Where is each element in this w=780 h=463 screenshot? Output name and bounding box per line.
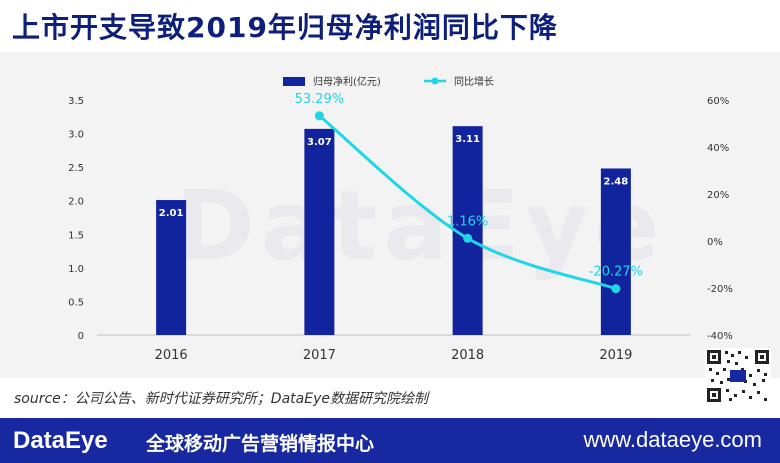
bars: 2.01 3.07 3.11 2.48 [156,126,631,335]
bar [304,128,335,335]
y-right-tick-label: -20% [707,284,733,295]
growth-point [611,284,621,294]
growth-line: 53.29% 1.16% -20.27% [295,92,643,294]
y-left-tick-label: 1.5 [68,230,84,241]
y-right-tick-label: 20% [707,190,729,201]
y-right-tick-label: 60% [707,96,729,107]
growth-data-label: -20.27% [589,265,643,280]
growth-point [463,233,473,243]
y-left-tick-label: 0.5 [68,297,84,308]
footer-url-link[interactable]: www.dataeye.com [583,427,762,452]
y-right-tick-label: 0% [707,237,723,248]
footer-brand-logo: DataEye [13,427,108,454]
y-left-tick-label: 1.0 [68,264,84,275]
y-left-tick-label: 3.0 [68,130,84,141]
x-tick-label: 2019 [599,348,632,363]
legend-line-label: 同比增长 [454,75,494,88]
y-right-tick-label: 40% [707,143,729,154]
legend: 归母净利(亿元) 同比增长 [283,75,494,88]
combo-chart: 归母净利(亿元) 同比增长 0 0.5 1.0 1.5 2.0 2.5 3.0 3.5 -40% -… [68,75,733,363]
footer-slogan: 全球移动广告营销情报中心 [146,433,375,455]
x-tick-label: 2017 [303,348,336,363]
x-tick-label: 2016 [155,348,188,363]
growth-data-label: 1.16% [447,214,488,229]
legend-bar-label: 归母净利(亿元) [313,75,381,88]
y-left-tick-label: 2.0 [68,197,84,208]
bar-data-label: 3.07 [307,137,332,148]
bar [156,200,187,335]
y-left-tick-label: 0 [78,331,84,342]
y-right-tick-label: -40% [707,331,733,342]
bar-data-label: 2.48 [604,176,629,187]
bar-data-label: 3.11 [455,134,480,145]
qr-code [705,348,771,404]
legend-bar-swatch [283,77,305,86]
x-tick-label: 2018 [451,348,484,363]
axes: 0 0.5 1.0 1.5 2.0 2.5 3.0 3.5 -40% -20% 0% 20% 40% 60… [68,96,733,363]
footer-bar: DataEye 全球移动广告营销情报中心 www.dataeye.com [0,418,780,463]
title-bar: 上市开支导致2019年归母净利润同比下降 [0,0,780,52]
chart-panel [0,52,780,378]
legend-line-marker [431,77,439,85]
bar [600,168,631,335]
growth-data-label: 53.29% [295,92,345,107]
chart-title: 上市开支导致2019年归母净利润同比下降 [12,11,558,44]
y-left-tick-label: 2.5 [68,163,84,174]
source-note: source：公司公告、新时代证券研究所；DataEye数据研究院绘制 [14,391,428,407]
growth-point [314,111,324,121]
y-left-tick-label: 3.5 [68,96,84,107]
bar-data-label: 2.01 [159,208,184,219]
